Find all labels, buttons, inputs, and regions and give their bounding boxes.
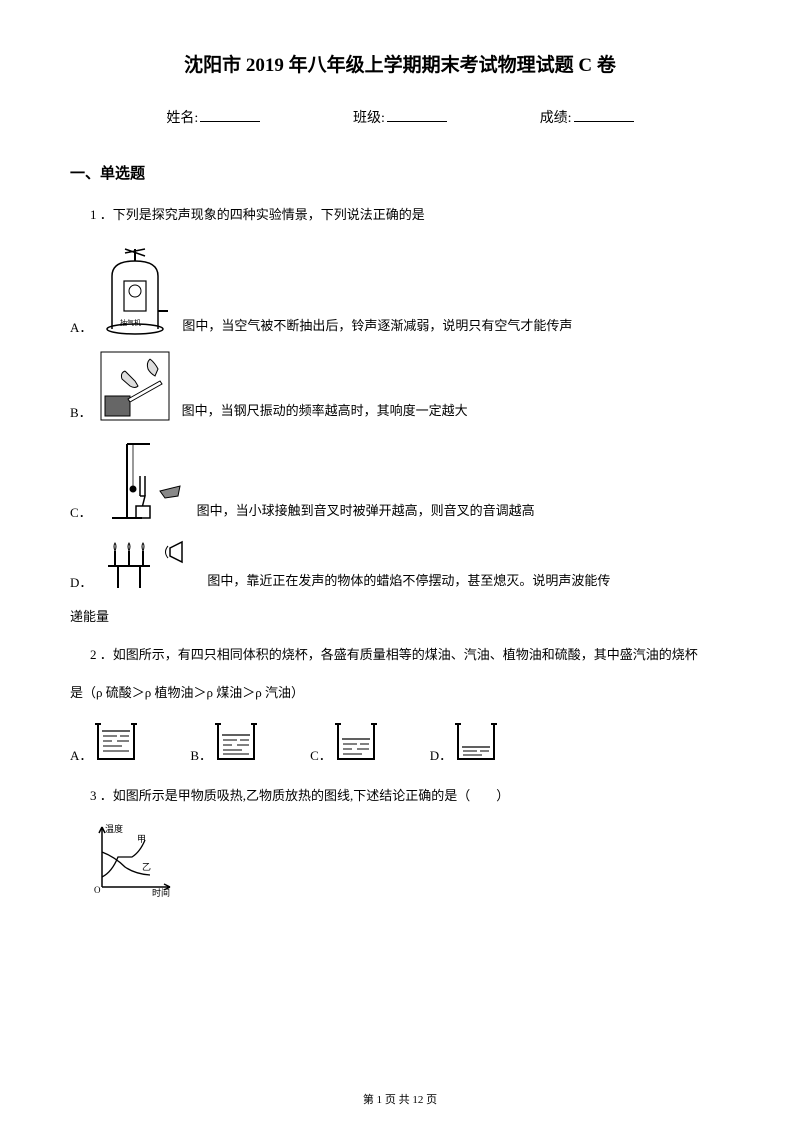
option-text: 图中，当小球接触到音叉时被弹开越高，则音叉的音调越高 [197,501,535,522]
q3-graph-icon: 温度 甲 乙 时间 O [70,822,730,897]
beaker-icon [332,719,380,764]
q2-stem-line2: 是（ρ 硫酸＞ρ 植物油＞ρ 煤油＞ρ 汽油） [70,682,730,701]
score-label: 成绩: [540,107,572,127]
svg-text:甲: 甲 [137,834,146,844]
option-text: 图中，靠近正在发声的物体的蜡焰不停摆动，甚至熄灭。说明声波能传 [207,571,610,592]
class-field: 班级: [353,107,447,127]
tuning-fork-ball-icon [100,436,185,521]
section-1-header: 一、单选题 [70,162,730,183]
student-info-row: 姓名: 班级: 成绩: [70,107,730,127]
name-blank[interactable] [200,121,260,122]
q1-stem: 1 ．下列是探究声现象的四种实验情景，下列说法正确的是 [70,203,730,226]
option-label: B． [190,745,212,764]
class-label: 班级: [353,107,385,127]
score-field: 成绩: [540,107,634,127]
q1-option-d: D． 图中，靠近正在发声的物体的蜡焰不停摆动，甚至熄灭。说明声波能传 [70,536,730,591]
q1-option-d-cont: 递能量 [70,606,730,625]
score-blank[interactable] [574,121,634,122]
exam-title: 沈阳市 2019 年八年级上学期期末考试物理试题 C 卷 [70,50,730,77]
option-text: 图中，当钢尺振动的频率越高时，其响度一定越大 [182,401,468,422]
beaker-icon [92,719,140,764]
q2-option-c: C． [310,719,380,764]
option-label: B． [70,402,92,421]
option-label: A． [70,317,92,336]
name-field: 姓名: [166,107,260,127]
ruler-vibration-icon [100,351,170,421]
svg-text:O: O [94,885,101,895]
option-label: C． [310,745,332,764]
q1-option-c: C． 图中，当小球接触到音叉时被弹开越高，则音叉的音调越高 [70,436,730,521]
option-text: 图中，当空气被不断抽出后，铃声逐渐减弱，说明只有空气才能传声 [182,316,572,337]
beaker-icon [212,719,260,764]
q1-option-b: B． 图中，当钢尺振动的频率越高时，其响度一定越大 [70,351,730,421]
option-label: D． [70,572,92,591]
q2-options-row: A． B． [70,719,730,764]
beaker-icon [452,719,500,764]
class-blank[interactable] [387,121,447,122]
svg-text:时间: 时间 [152,887,170,897]
q2-option-b: B． [190,719,260,764]
q1-option-a: A． 抽气机 图中，当空气被不断抽出后，铃声逐渐减弱，说明只有空气才能传声 [70,241,730,336]
option-label: A． [70,745,92,764]
q2-option-d: D． [430,719,500,764]
option-label: D． [430,745,452,764]
svg-text:温度: 温度 [105,823,123,834]
q2-stem-line1: 2 ．如图所示，有四只相同体积的烧杯，各盛有质量相等的煤油、汽油、植物油和硫酸，… [90,647,698,662]
svg-text:抽气机: 抽气机 [120,318,141,327]
name-label: 姓名: [166,107,198,127]
q2-option-a: A． [70,719,140,764]
q2-stem: 2 ．如图所示，有四只相同体积的烧杯，各盛有质量相等的煤油、汽油、植物油和硫酸，… [70,643,730,666]
bell-jar-icon: 抽气机 [100,241,170,336]
option-label: C． [70,502,92,521]
q3-stem: 3 ．如图所示是甲物质吸热,乙物质放热的图线,下述结论正确的是（ ） [70,784,730,807]
candle-speaker-icon [100,536,195,591]
svg-text:乙: 乙 [142,862,151,872]
page-footer: 第 1 页 共 12 页 [0,1091,800,1107]
